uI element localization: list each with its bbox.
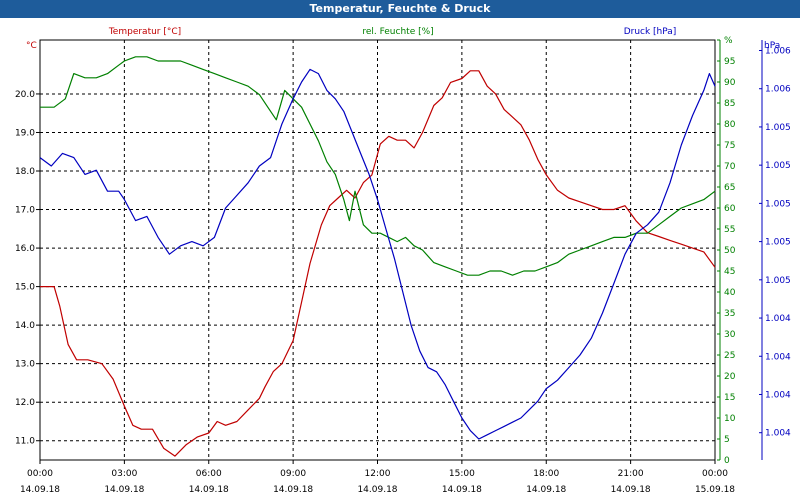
x-tick-time: 00:00 [27, 469, 53, 479]
humidity-tick-label: % [724, 36, 733, 46]
temperature-series-line [40, 70, 716, 457]
x-tick-date: 14.09.18 [611, 485, 651, 495]
temperature-tick-label: 16.0 [15, 244, 35, 254]
pressure-tick-label: 1.005 [765, 123, 791, 133]
x-tick-time: 12:00 [365, 469, 391, 479]
pressure-series-label: Druck [hPa] [624, 27, 677, 37]
humidity-tick-label: 95 [724, 57, 735, 67]
pressure-unit-label: hPa [764, 41, 780, 51]
pressure-tick-label: 1.005 [765, 238, 791, 248]
humidity-tick-label: 60 [724, 204, 736, 214]
pressure-tick-label: 1.004 [765, 314, 791, 324]
x-tick-time: 18:00 [533, 469, 559, 479]
humidity-tick-label: 80 [724, 120, 736, 130]
temperature-tick-label: 20.0 [15, 90, 35, 100]
x-tick-date: 15.09.18 [695, 485, 735, 495]
window-title: Temperatur, Feuchte & Druck [0, 0, 800, 18]
temperature-tick-label: 17.0 [15, 206, 35, 216]
humidity-tick-label: 30 [724, 330, 736, 340]
humidity-tick-label: 15 [724, 393, 735, 403]
humidity-tick-label: 85 [724, 99, 735, 109]
temperature-tick-label: 12.0 [15, 398, 35, 408]
humidity-tick-label: 55 [724, 225, 735, 235]
x-tick-date: 14.09.18 [357, 485, 397, 495]
temperature-axis: 11.0 12.0 13.0 14.0 15.0 16.0 17.0 18.0 19.0 20.0 [15, 90, 40, 447]
humidity-series-line [40, 56, 716, 276]
pressure-series-line [39, 68, 716, 440]
temperature-tick-label: 15.0 [15, 283, 35, 293]
humidity-axis: 0 5 10 15 20 25 30 35 40 45 50 55 60 65 70 75 80 85 90 95% [717, 36, 736, 466]
series-lines [39, 56, 716, 457]
humidity-tick-label: 70 [724, 162, 736, 172]
pressure-tick-label: 1.006 [765, 47, 791, 57]
x-tick-date: 14.09.18 [20, 485, 60, 495]
temperature-unit-label: °C [26, 41, 37, 51]
pressure-axis: 1.004 1.004 1.004 1.004 1.005 1.005 1.005 1.005… [759, 40, 791, 460]
temperature-tick-label: 19.0 [15, 128, 35, 138]
humidity-tick-label: 50 [724, 246, 736, 256]
temperature-tick-label: 11.0 [15, 437, 35, 447]
humidity-tick-label: 90 [724, 78, 736, 88]
temperature-tick-label: 13.0 [15, 360, 35, 370]
x-tick-time: 03:00 [111, 469, 137, 479]
x-tick-date: 14.09.18 [442, 485, 482, 495]
x-tick-date: 14.09.18 [273, 485, 313, 495]
humidity-tick-label: 65 [724, 183, 735, 193]
temperature-tick-label: 14.0 [15, 321, 35, 331]
humidity-tick-label: 75 [724, 141, 735, 151]
temperature-tick-label: 18.0 [15, 167, 35, 177]
pressure-tick-label: 1.005 [765, 199, 791, 209]
humidity-tick-label: 10 [724, 414, 736, 424]
humidity-tick-label: 20 [724, 372, 736, 382]
humidity-tick-label: 25 [724, 351, 735, 361]
pressure-tick-label: 1.006 [765, 85, 791, 95]
x-tick-date: 14.09.18 [104, 485, 144, 495]
pressure-tick-label: 1.004 [765, 390, 791, 400]
x-tick-time: 15:00 [449, 469, 475, 479]
x-tick-date: 14.09.18 [189, 485, 229, 495]
humidity-tick-label: 45 [724, 267, 735, 277]
humidity-tick-label: 0 [724, 456, 730, 466]
humidity-tick-label: 5 [724, 435, 730, 445]
pressure-tick-label: 1.004 [765, 429, 791, 439]
x-tick-time: 09:00 [280, 469, 306, 479]
pressure-tick-label: 1.005 [765, 276, 791, 286]
humidity-series-label: rel. Feuchte [%] [362, 27, 433, 37]
humidity-tick-label: 40 [724, 288, 736, 298]
grid-lines [40, 40, 715, 460]
x-tick-date: 14.09.18 [526, 485, 566, 495]
x-tick-time: 00:00 [702, 469, 728, 479]
pressure-tick-label: 1.005 [765, 161, 791, 171]
x-tick-time: 21:00 [618, 469, 644, 479]
humidity-tick-label: 35 [724, 309, 735, 319]
pressure-tick-label: 1.004 [765, 352, 791, 362]
x-tick-time: 06:00 [196, 469, 222, 479]
temperature-series-label: Temperatur [°C] [108, 27, 181, 37]
x-axis: 00:00 14.09.18 03:00 14.09.18 06:00 14.09.18 0… [20, 460, 735, 495]
